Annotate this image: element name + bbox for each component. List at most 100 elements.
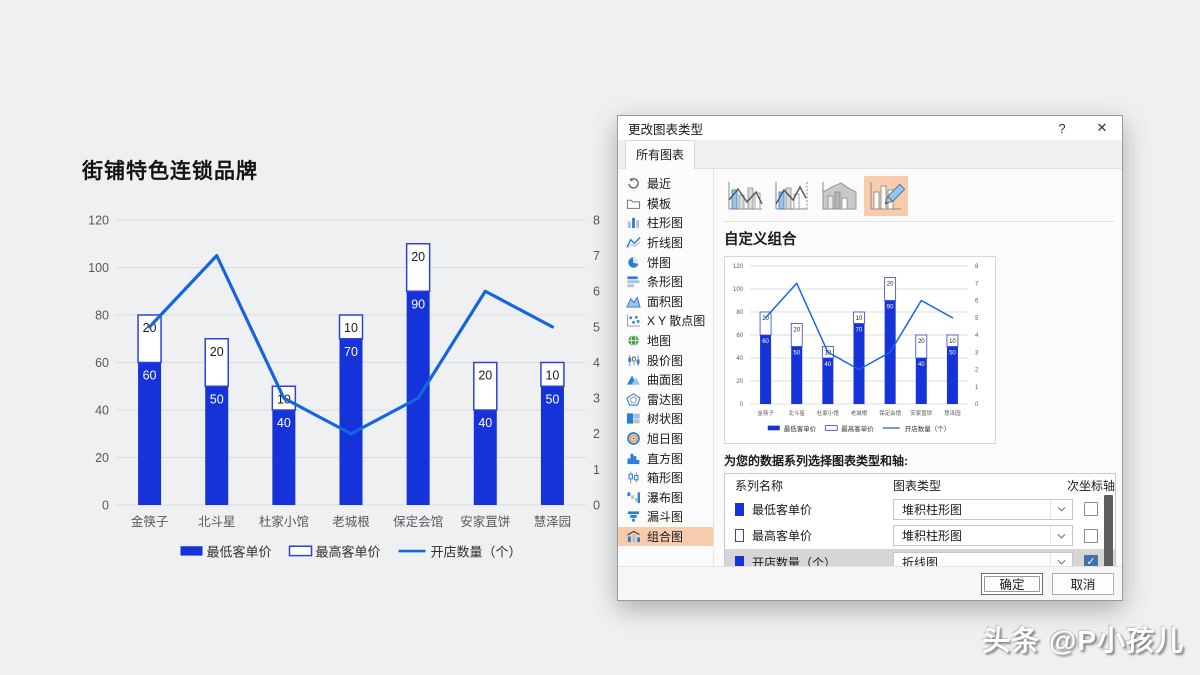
svg-text:10: 10 (949, 339, 956, 345)
svg-text:0: 0 (102, 498, 109, 512)
chevron-down-icon (1050, 499, 1072, 519)
help-button[interactable]: ? (1058, 120, 1066, 136)
stacked-bars (137, 243, 565, 505)
chart-type-waterfall[interactable]: 瀑布图 (618, 488, 713, 508)
svg-text:4: 4 (975, 333, 979, 339)
svg-text:40: 40 (95, 403, 109, 417)
main-combo-chart[interactable]: 0 20 40 60 80 100 120 0 1 2 3 4 5 6 7 8 金筷子 北斗星 杜家小馆 老城根 保定会… (64, 196, 620, 574)
scrollbar-thumb[interactable] (1104, 495, 1113, 566)
subtype-clustered-column-line[interactable] (723, 176, 767, 216)
svg-text:90: 90 (887, 305, 894, 311)
ok-button[interactable]: 确定 (981, 572, 1043, 595)
chart-type-xy-scatter[interactable]: X Y 散点图 (618, 311, 713, 331)
svg-text:慧泽园: 慧泽园 (944, 409, 961, 417)
svg-text:20: 20 (736, 379, 743, 385)
svg-text:50: 50 (210, 392, 224, 406)
chart-type-dropdown[interactable]: 折线图 (893, 551, 1073, 566)
svg-text:安家罝饼: 安家罝饼 (910, 409, 933, 417)
chart-type-column[interactable]: 柱形图 (618, 213, 713, 233)
chart-type-label: 条形图 (647, 275, 684, 290)
chart-type-templates[interactable]: 模板 (618, 194, 713, 214)
chart-preview-box: 0 20 40 60 80 100 120 0 1 2 3 4 5 6 7 8 金筷子 北斗星 杜家小馆 老城根 保定会… (724, 256, 996, 444)
svg-text:4: 4 (593, 356, 600, 370)
template-icon (626, 199, 641, 209)
svg-text:20: 20 (793, 328, 800, 334)
chart-type-dropdown[interactable]: 堆积柱形图 (893, 498, 1073, 520)
chart-type-radar[interactable]: 雷达图 (618, 390, 713, 410)
line-series (147, 254, 555, 436)
combo-subtype-row (723, 174, 1114, 218)
series-row-store-count[interactable]: 开店数量（个） 折线图 (725, 549, 1115, 566)
subtype-custom-combination[interactable] (864, 176, 908, 216)
box-whisker-chart-icon (628, 471, 639, 484)
chart-type-treemap[interactable]: 树状图 (618, 409, 713, 429)
close-button[interactable]: ✕ (1096, 120, 1108, 135)
svg-text:80: 80 (736, 310, 743, 316)
subtype-stacked-area-clustered-column[interactable] (817, 176, 861, 216)
stock-chart-icon (628, 354, 640, 366)
scatter-chart-icon (627, 314, 640, 327)
chart-type-label: 地图 (647, 334, 672, 349)
svg-text:50: 50 (949, 351, 956, 357)
svg-text:120: 120 (88, 213, 109, 227)
waterfall-chart-icon (627, 492, 640, 503)
svg-text:保定会馆: 保定会馆 (879, 409, 902, 417)
svg-text:10: 10 (344, 321, 358, 335)
chart-type-line[interactable]: 折线图 (618, 233, 713, 253)
chart-type-area[interactable]: 面积图 (618, 292, 713, 312)
chart-type-histogram[interactable]: 直方图 (618, 448, 713, 468)
recent-icon (628, 178, 639, 189)
line-series (764, 282, 954, 371)
chart-type-map[interactable]: 地图 (618, 331, 713, 351)
clustered-column-line-secondary-axis-icon (775, 182, 808, 210)
chart-type-pie[interactable]: 饼图 (618, 252, 713, 272)
svg-text:40: 40 (478, 416, 492, 430)
svg-text:杜家小馆: 杜家小馆 (817, 409, 840, 417)
svg-text:6: 6 (593, 285, 600, 299)
series-name: 最高客单价 (752, 529, 813, 544)
sunburst-chart-icon (627, 432, 640, 445)
svg-text:0: 0 (975, 402, 979, 408)
chart-type-list: 最近 模板 柱形图 折线图 饼图 条形图 面积图 X Y 散点图 (618, 169, 714, 566)
secondary-axis-checkbox[interactable] (1084, 502, 1098, 517)
tab-all-charts[interactable]: 所有图表 (625, 140, 696, 169)
subtype-clustered-column-line-secondary-axis[interactable] (770, 176, 814, 216)
series-swatch (735, 529, 744, 543)
secondary-axis-checkbox[interactable] (1084, 528, 1098, 543)
chart-type-box-whisker[interactable]: 箱形图 (618, 468, 713, 488)
preview-combo-chart: 0 20 40 60 80 100 120 0 1 2 3 4 5 6 7 8 金筷子 北斗星 杜家小馆 老城根 保定会… (733, 264, 979, 433)
series-row-min-price[interactable]: 最低客单价 堆积柱形图 (725, 496, 1115, 523)
svg-text:40: 40 (277, 416, 291, 430)
chart-type-sunburst[interactable]: 旭日图 (618, 429, 713, 449)
svg-text:3: 3 (593, 392, 600, 406)
series-swatch (735, 502, 744, 516)
axes-and-grid: 0 20 40 60 80 100 120 0 1 2 3 4 5 6 7 8 金筷子 北斗星 杜家小馆 老城根 保定会… (88, 213, 600, 529)
svg-text:60: 60 (736, 333, 743, 339)
chart-type-funnel[interactable]: 漏斗图 (618, 507, 713, 527)
chart-type-dropdown[interactable]: 堆积柱形图 (893, 525, 1073, 547)
series-name: 开店数量（个） (752, 555, 837, 566)
chart-type-bar[interactable]: 条形图 (618, 272, 713, 292)
series-swatch (735, 555, 744, 566)
svg-text:5: 5 (593, 320, 600, 334)
dialog-titlebar[interactable]: 更改图表类型 ? ✕ (618, 116, 1122, 140)
chart-type-combo[interactable]: 组合图 (618, 526, 713, 547)
chart-type-stock[interactable]: 股价图 (618, 350, 713, 370)
series-row-max-price[interactable]: 最高客单价 堆积柱形图 (725, 523, 1115, 550)
svg-text:20: 20 (95, 451, 109, 465)
svg-text:20: 20 (411, 250, 425, 264)
chart-type-surface[interactable]: 曲面图 (618, 370, 713, 390)
chart-type-label: 最近 (647, 177, 672, 192)
secondary-axis-checkbox[interactable] (1084, 555, 1098, 566)
svg-text:6: 6 (975, 299, 979, 305)
svg-text:金筷子: 金筷子 (131, 514, 169, 529)
svg-text:1: 1 (593, 463, 600, 477)
svg-text:70: 70 (344, 345, 358, 359)
chart-type-label: 面积图 (647, 294, 684, 309)
watermark: 头条 @P小孩儿 (982, 625, 1184, 656)
chart-type-recent[interactable]: 最近 (618, 174, 713, 194)
cancel-button[interactable]: 取消 (1052, 572, 1114, 595)
divider (723, 221, 1114, 222)
svg-text:20: 20 (887, 282, 894, 288)
